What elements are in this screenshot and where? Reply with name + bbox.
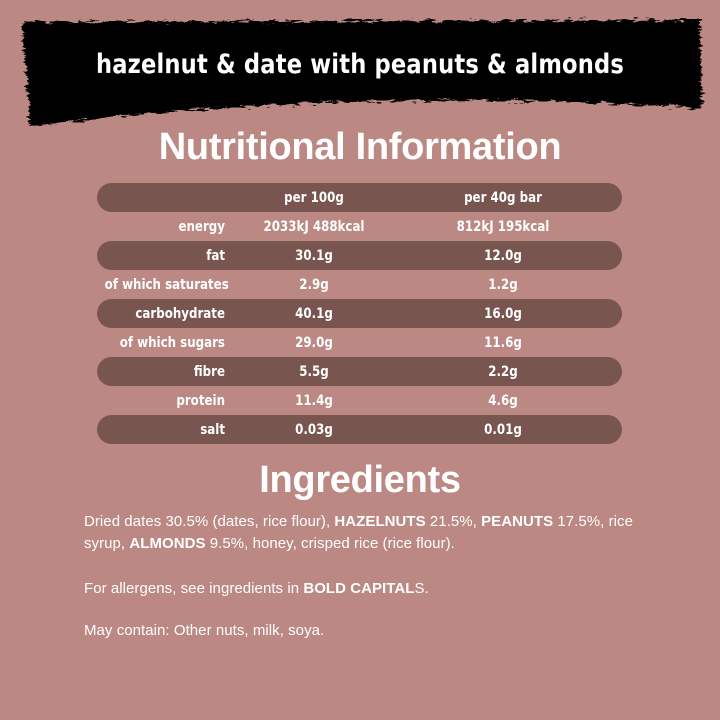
text-segment: S. [414, 580, 429, 597]
value-per-100g: 0.03g [295, 421, 333, 438]
table-row: energy 2033kJ 488kcal 812kJ 195kcal [97, 212, 622, 241]
nutrient-label: of which sugars [119, 334, 225, 351]
table-row: of which saturates 2.9g 1.2g [97, 270, 622, 299]
value-per-bar: 16.0g [484, 305, 522, 322]
product-title: hazelnut & date with peanuts & almonds [95, 49, 625, 80]
nutrition-table: per 100g per 40g bar energy 2033kJ 488kcal 8… [97, 183, 622, 444]
value-per-bar: 12.0g [484, 247, 522, 264]
nutrient-label: fibre [193, 363, 225, 380]
value-per-100g: 2.9g [299, 276, 329, 293]
table-row: salt 0.03g 0.01g [97, 415, 622, 444]
value-per-bar: 812kJ 195kcal [456, 218, 550, 235]
allergen-advice: For allergens, see ingredients in BOLD C… [84, 578, 640, 600]
table-row: fat 30.1g 12.0g [97, 241, 622, 270]
text-segment: For allergens, see ingredients in [84, 580, 304, 597]
value-per-100g: 2033kJ 488kcal [263, 218, 365, 235]
allergen-emphasis: BOLD CAPITAL [303, 580, 415, 597]
value-per-100g: 29.0g [295, 334, 333, 351]
nutrient-label: energy [178, 218, 225, 235]
nutritional-information-heading: Nutritional Information [158, 126, 562, 168]
table-row: of which sugars 29.0g 11.6g [97, 328, 622, 357]
value-per-bar: 2.2g [488, 363, 518, 380]
nutrient-label: carbohydrate [135, 305, 225, 322]
banner-torn-shape [22, 20, 702, 126]
value-per-bar: per 40g bar [464, 189, 542, 206]
nutrient-label: fat [206, 247, 225, 264]
nutrient-label: of which saturates [104, 276, 229, 293]
value-per-100g: 40.1g [295, 305, 333, 322]
allergen-emphasis: HAZELNUTS [334, 513, 426, 530]
value-per-100g: 30.1g [295, 247, 333, 264]
value-per-100g: per 100g [284, 189, 344, 206]
value-per-100g: 11.4g [295, 392, 333, 409]
text-segment: May contain: Other nuts, milk, soya. [84, 622, 325, 639]
value-per-bar: 4.6g [488, 392, 518, 409]
value-per-bar: 11.6g [484, 334, 522, 351]
table-row: per 100g per 40g bar [97, 183, 622, 212]
allergen-emphasis: ALMONDS [129, 535, 206, 552]
text-segment: 17.5%, rice syrup, [84, 513, 633, 552]
text-segment: Dried dates 30.5% (dates, rice flour), [84, 513, 335, 530]
ingredients-list: Dried dates 30.5% (dates, rice flour), H… [84, 511, 640, 555]
nutrient-label: protein [176, 392, 225, 409]
table-row: protein 11.4g 4.6g [97, 386, 622, 415]
value-per-bar: 0.01g [484, 421, 522, 438]
may-contain-advice: May contain: Other nuts, milk, soya. [84, 620, 640, 642]
product-title-banner: hazelnut & date with peanuts & almonds [0, 0, 720, 140]
value-per-bar: 1.2g [488, 276, 518, 293]
value-per-100g: 5.5g [299, 363, 329, 380]
table-row: carbohydrate 40.1g 16.0g [97, 299, 622, 328]
text-segment: 9.5%, honey, crisped rice (rice flour). [205, 535, 455, 552]
allergen-emphasis: PEANUTS [481, 513, 554, 530]
text-segment: 21.5%, [425, 513, 482, 530]
ingredients-heading: Ingredients [259, 459, 461, 501]
nutrient-label: salt [200, 421, 225, 438]
table-row: fibre 5.5g 2.2g [97, 357, 622, 386]
